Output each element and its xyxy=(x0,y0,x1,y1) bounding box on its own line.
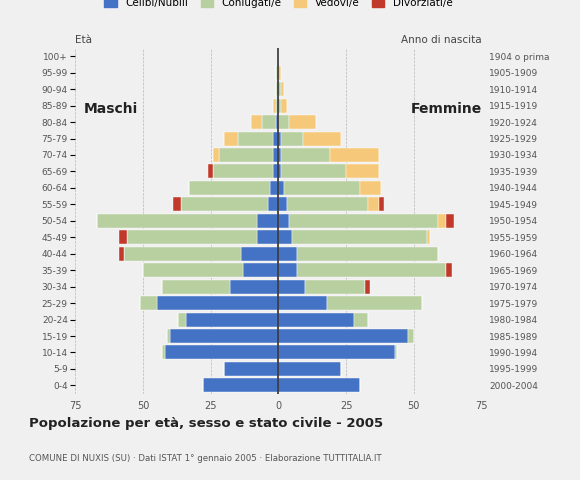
Bar xyxy=(143,263,243,277)
Bar xyxy=(346,165,379,179)
Bar xyxy=(267,197,278,211)
Bar xyxy=(327,296,422,310)
Bar xyxy=(298,263,446,277)
Bar xyxy=(162,280,230,294)
Bar xyxy=(276,82,278,96)
Bar xyxy=(140,296,157,310)
Bar xyxy=(278,346,395,360)
Bar xyxy=(162,346,165,360)
Bar xyxy=(278,165,281,179)
Bar xyxy=(446,214,454,228)
Bar xyxy=(438,214,446,228)
Bar xyxy=(427,230,430,244)
Bar xyxy=(278,263,298,277)
Bar xyxy=(251,115,262,129)
Bar xyxy=(278,230,292,244)
Bar xyxy=(124,247,241,261)
Bar xyxy=(281,148,330,162)
Text: Femmine: Femmine xyxy=(411,102,482,116)
Bar xyxy=(278,247,298,261)
Bar xyxy=(354,312,368,326)
Bar xyxy=(360,181,381,195)
Bar xyxy=(273,148,278,162)
Text: Maschi: Maschi xyxy=(84,102,137,116)
Bar xyxy=(202,378,278,392)
Bar xyxy=(278,132,281,145)
Bar xyxy=(276,115,278,129)
Text: Popolazione per età, sesso e stato civile - 2005: Popolazione per età, sesso e stato civil… xyxy=(29,417,383,430)
Bar xyxy=(208,165,213,179)
Bar xyxy=(213,165,273,179)
Bar xyxy=(168,329,170,343)
Bar xyxy=(97,214,257,228)
Bar xyxy=(281,165,346,179)
Bar xyxy=(243,263,278,277)
Bar xyxy=(446,263,452,277)
Bar xyxy=(289,115,316,129)
Bar xyxy=(395,346,397,360)
Bar xyxy=(278,280,306,294)
Bar xyxy=(119,247,124,261)
Bar xyxy=(241,247,278,261)
Bar xyxy=(368,197,379,211)
Bar xyxy=(278,197,287,211)
Bar xyxy=(284,181,360,195)
Bar xyxy=(278,312,354,326)
Bar xyxy=(281,98,287,113)
Bar xyxy=(278,378,360,392)
Bar xyxy=(165,346,278,360)
Bar xyxy=(278,148,281,162)
Bar xyxy=(278,115,289,129)
Bar xyxy=(298,247,438,261)
Bar xyxy=(278,329,408,343)
Bar xyxy=(278,98,281,113)
Bar xyxy=(278,82,281,96)
Bar xyxy=(119,230,127,244)
Bar xyxy=(127,230,257,244)
Bar xyxy=(278,66,281,80)
Text: COMUNE DI NUXIS (SU) · Dati ISTAT 1° gennaio 2005 · Elaborazione TUTTITALIA.IT: COMUNE DI NUXIS (SU) · Dati ISTAT 1° gen… xyxy=(29,454,382,463)
Bar xyxy=(303,132,340,145)
Bar xyxy=(287,197,368,211)
Bar xyxy=(273,165,278,179)
Bar xyxy=(278,296,327,310)
Bar xyxy=(330,148,379,162)
Bar xyxy=(173,197,181,211)
Bar xyxy=(257,230,278,244)
Bar xyxy=(379,197,384,211)
Bar xyxy=(224,362,278,376)
Bar xyxy=(273,98,276,113)
Bar xyxy=(238,132,273,145)
Bar xyxy=(213,148,219,162)
Bar xyxy=(178,312,186,326)
Bar xyxy=(292,230,427,244)
Bar xyxy=(365,280,371,294)
Bar xyxy=(278,181,284,195)
Legend: Celibi/Nubili, Coniugati/e, Vedovi/e, Divorziati/e: Celibi/Nubili, Coniugati/e, Vedovi/e, Di… xyxy=(104,0,452,8)
Bar xyxy=(262,115,276,129)
Bar xyxy=(230,280,278,294)
Bar xyxy=(276,66,278,80)
Bar xyxy=(224,132,238,145)
Bar xyxy=(189,181,270,195)
Bar xyxy=(186,312,278,326)
Bar xyxy=(276,98,278,113)
Bar xyxy=(273,132,278,145)
Bar xyxy=(408,329,414,343)
Bar xyxy=(281,82,284,96)
Bar xyxy=(257,214,278,228)
Text: Età: Età xyxy=(75,35,92,45)
Bar xyxy=(219,148,273,162)
Bar xyxy=(278,362,340,376)
Bar xyxy=(306,280,365,294)
Bar xyxy=(181,197,267,211)
Bar xyxy=(157,296,278,310)
Bar xyxy=(278,214,289,228)
Bar xyxy=(170,329,278,343)
Bar xyxy=(289,214,438,228)
Text: Anno di nascita: Anno di nascita xyxy=(401,35,481,45)
Bar xyxy=(270,181,278,195)
Bar xyxy=(281,132,303,145)
